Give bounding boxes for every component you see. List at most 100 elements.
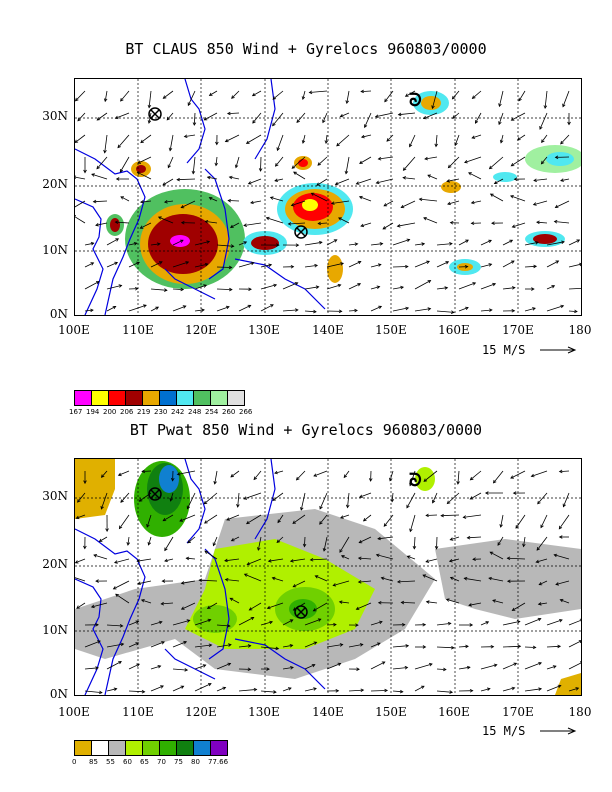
wind-vector-head (452, 115, 456, 119)
wind-vector-head (120, 196, 124, 200)
wind-vector-head (203, 117, 208, 121)
wind-vector (348, 243, 358, 246)
color-swatch (74, 740, 92, 756)
wind-vector-head (359, 160, 363, 164)
wind-vector (177, 178, 196, 181)
wind-vector-head (471, 135, 476, 139)
wind-vector-head (271, 576, 276, 581)
wind-vector-head (406, 555, 411, 559)
wind-vector (457, 470, 460, 485)
wind-vector (401, 602, 416, 604)
wind-vector-head (179, 239, 184, 243)
wind-vector-head (314, 263, 319, 268)
wind-vector-head (313, 473, 318, 477)
wind-vector-head (401, 622, 406, 627)
wind-vector-head (265, 216, 270, 221)
wind-vector (309, 90, 328, 93)
wind-vector-head (225, 305, 230, 310)
wind-vector-head (274, 470, 278, 475)
colorbar-label: 194 (86, 408, 100, 416)
wind-vector (375, 112, 394, 118)
lon-label: 100E (58, 323, 90, 337)
wind-vector-head (486, 687, 491, 691)
wind-vector (358, 580, 372, 583)
wind-vector-head (191, 170, 196, 175)
wind-vector (436, 536, 438, 549)
wind-vector (454, 134, 460, 146)
wind-vector (370, 243, 383, 246)
wind-vector (409, 514, 416, 532)
wind-vector-head (293, 171, 297, 175)
wind-vector (170, 492, 174, 502)
wind-vector-head (291, 165, 296, 169)
wind-vector (524, 662, 542, 670)
panel2-map: ᘐ (74, 458, 582, 696)
wind-vector (304, 265, 318, 268)
wind-vector-head (377, 600, 382, 605)
wind-vector-head (118, 525, 123, 530)
wind-vector (480, 283, 496, 290)
wind-vector (348, 689, 364, 692)
wind-vector (383, 514, 394, 527)
wind-vector-head (380, 576, 385, 581)
lon-label: 130E (248, 705, 280, 719)
wind-vector-head (315, 285, 320, 290)
wind-vector (291, 200, 306, 206)
wind-vector-head (422, 645, 427, 649)
wind-vector (75, 558, 86, 564)
wind-vector (370, 264, 381, 268)
wind-vector (510, 195, 526, 202)
wind-vector-head (137, 581, 141, 585)
wind-vector-head (115, 238, 120, 242)
wind-vector (436, 668, 446, 670)
wind-vector (216, 266, 232, 268)
wind-vector (137, 558, 152, 562)
wind-vector-head (100, 505, 104, 510)
wind-vector (164, 536, 174, 551)
lon-label: 180 (568, 705, 592, 719)
wind-vector (523, 536, 526, 547)
colorbar-label: 85 (89, 758, 98, 766)
wind-vector (427, 174, 438, 180)
wind-vector-head (273, 283, 278, 288)
wind-vector (119, 514, 130, 529)
wind-vector (272, 90, 284, 100)
wind-vector (209, 90, 218, 96)
wind-vector (167, 156, 174, 168)
wind-vector (172, 288, 184, 290)
wind-vector-head (499, 139, 504, 144)
grid (75, 459, 581, 695)
wind-vector (370, 661, 385, 670)
wind-vector-head (226, 517, 230, 521)
wind-vector-head (75, 175, 77, 180)
wind-vector (502, 239, 513, 246)
wind-vector (546, 665, 557, 670)
wind-vector-head (340, 515, 344, 519)
wind-vector (228, 200, 240, 202)
wind-vector-head (558, 469, 563, 474)
wind-vector (500, 134, 504, 143)
wind-vector (120, 492, 130, 503)
wind-vector-head (357, 580, 362, 584)
wind-vector (423, 217, 438, 224)
color-swatch (227, 390, 245, 406)
wind-vector-head (330, 201, 335, 205)
wind-vector-head (531, 287, 535, 291)
wind-vector-head (450, 310, 455, 314)
wind-vector-head (449, 690, 454, 694)
wind-vector-head (376, 642, 381, 646)
wind-vector (471, 200, 482, 204)
wind-vector-head (234, 164, 239, 169)
wind-vector (488, 577, 504, 582)
wind-vector-head (537, 500, 541, 505)
wind-vector-head (95, 623, 99, 627)
wind-vector-head (272, 96, 277, 100)
wind-vector (296, 470, 306, 481)
wind-vector-head (274, 178, 279, 182)
wind-vector-head (456, 481, 460, 485)
lat-label: 30N (42, 489, 68, 503)
wind-vector-head (405, 264, 409, 269)
wind-vector-head (228, 265, 233, 270)
wind-vector (213, 536, 218, 546)
wind-vector-head (269, 196, 274, 200)
